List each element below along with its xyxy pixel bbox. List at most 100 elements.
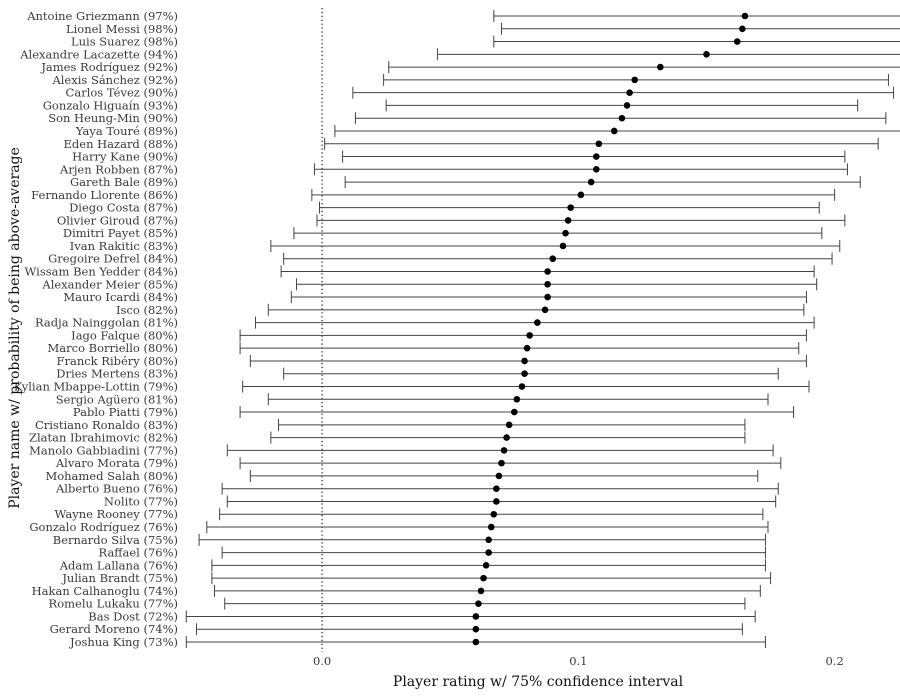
confidence-interval (198, 533, 766, 546)
player-label: Marco Borriello (80%) (48, 341, 178, 355)
confidence-interval (500, 22, 900, 35)
confidence-interval (293, 227, 823, 240)
confidence-interval (249, 469, 759, 482)
confidence-interval (196, 623, 743, 636)
player-label: Pablo Piatti (79%) (73, 405, 178, 419)
rating-point (610, 127, 618, 135)
rating-point (521, 357, 528, 365)
rating-point (631, 76, 639, 84)
confidence-interval (352, 86, 895, 99)
rating-point (475, 600, 482, 607)
rating-point (498, 459, 505, 467)
confidence-interval (213, 584, 761, 597)
rating-point (623, 102, 631, 109)
rating-point (741, 12, 749, 20)
player-label: Gonzalo Rodríguez (76%) (29, 520, 178, 534)
x-tick-layer: 0.0 0.1 0.2 (313, 654, 844, 668)
rating-point (733, 38, 741, 45)
player-label-layer: Antoine Griezmann (97%)Lionel Messi (98%… (14, 9, 178, 649)
confidence-interval (242, 380, 810, 393)
player-label: Lionel Messi (98%) (66, 22, 178, 36)
rating-point (490, 510, 498, 518)
rating-point (559, 242, 567, 250)
confidence-interval (283, 367, 779, 380)
rating-point (487, 523, 495, 531)
player-label: Alexis Sánchez (92%) (51, 73, 178, 87)
player-label: Bas Dost (72%) (88, 609, 178, 623)
rating-point (703, 51, 710, 58)
rating-point (541, 306, 549, 314)
player-label: Adam Lallana (76%) (59, 558, 178, 572)
rating-point (657, 63, 664, 71)
rating-point (544, 268, 551, 275)
confidence-interval (334, 124, 900, 137)
player-label: Carlos Tévez (90%) (66, 86, 178, 100)
confidence-interval (270, 239, 841, 252)
confidence-interval (283, 252, 833, 265)
x-tick-label: 0.0 (313, 654, 331, 668)
player-label: Gonzalo Higuaín (93%) (43, 98, 178, 112)
confidence-interval (226, 444, 774, 457)
rating-point (480, 574, 487, 582)
confidence-interval (206, 521, 769, 534)
confidence-interval (224, 597, 746, 610)
confidence-interval (436, 48, 900, 61)
player-label: Yaya Touré (89%) (75, 124, 178, 138)
rating-point (549, 255, 557, 263)
rating-point (592, 153, 600, 160)
player-label: Ivan Rakitic (83%) (70, 239, 178, 253)
player-label: Son Heung-Min (90%) (48, 111, 178, 125)
rating-point (626, 89, 633, 96)
player-label: Gerard Moreno (74%) (50, 622, 178, 636)
confidence-interval (239, 457, 782, 470)
player-label: Arjen Robben (87%) (59, 162, 178, 176)
player-label: Radja Nainggolan (81%) (35, 316, 178, 330)
player-label: Wayne Rooney (77%) (55, 507, 178, 521)
confidence-interval (316, 214, 846, 227)
rating-point (739, 25, 746, 33)
confidence-interval-layer (185, 10, 900, 648)
rating-point (567, 204, 574, 211)
rating-point (577, 191, 585, 199)
confidence-interval (239, 329, 807, 342)
rating-point (482, 562, 490, 569)
player-label: Dimitri Payet (85%) (63, 226, 178, 240)
player-label: Kylian Mbappe-Lottin (79%) (14, 379, 178, 393)
rating-point (587, 178, 595, 186)
player-label: Olivier Giroud (87%) (57, 213, 178, 227)
rating-point (477, 587, 485, 595)
player-label: Manolo Gabbiadini (77%) (29, 443, 178, 457)
confidence-interval (493, 35, 900, 48)
rating-point-layer (472, 12, 749, 646)
confidence-interval (388, 61, 900, 74)
rating-point (534, 319, 541, 326)
confidence-interval (226, 495, 777, 508)
rating-point (523, 344, 531, 352)
rating-point (562, 229, 569, 237)
player-label: Alvaro Morata (79%) (55, 456, 178, 470)
rating-point (526, 332, 533, 339)
player-label: Antoine Griezmann (97%) (26, 9, 178, 23)
rating-point (485, 536, 492, 544)
confidence-interval (313, 163, 848, 176)
confidence-interval (211, 572, 772, 585)
confidence-interval (221, 482, 779, 495)
rating-point (592, 166, 600, 173)
confidence-interval (185, 610, 756, 623)
player-label: Mohamed Salah (80%) (45, 469, 178, 483)
rating-point (510, 408, 518, 416)
x-axis-title: Player rating w/ 75% confidence interval (393, 674, 684, 690)
player-label: Alexandre Lacazette (94%) (19, 47, 178, 61)
confidence-interval (385, 99, 859, 112)
player-label: Zlatan Ibrahimovic (82%) (29, 431, 178, 445)
rating-point (495, 472, 503, 480)
rating-point (472, 613, 480, 620)
rating-point (518, 383, 526, 390)
rating-point (513, 395, 521, 403)
player-label: Joshua King (73%) (69, 635, 178, 649)
y-axis-title: Player name w/ probability of being abov… (7, 147, 23, 509)
player-label: Gareth Bale (89%) (70, 175, 178, 189)
confidence-interval (493, 10, 900, 22)
confidence-interval (295, 278, 818, 291)
